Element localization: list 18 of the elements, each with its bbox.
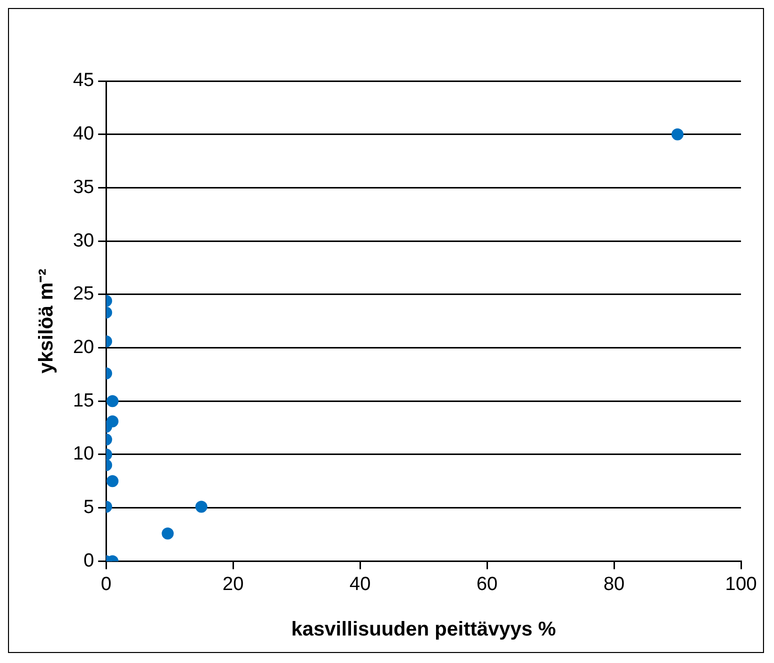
y-tick-label: 45 [72, 70, 94, 92]
x-axis-title: kasvillisuuden peittävyys % [291, 618, 556, 641]
y-tick-label: 20 [72, 337, 94, 358]
y-tick-label: 15 [72, 390, 94, 412]
y-axis-title: yksilöä m⁻² [36, 268, 58, 374]
x-tick-label: 20 [222, 574, 244, 595]
x-tick-label: 80 [603, 574, 625, 595]
y-tick-label: 25 [72, 284, 94, 305]
x-tick-label: 60 [476, 574, 498, 595]
y-tick-label: 5 [84, 497, 94, 518]
y-tick-label: 40 [72, 124, 94, 145]
x-tick-label: 40 [350, 574, 371, 595]
y-tick-label: 10 [72, 444, 94, 465]
x-tick-label: 0 [100, 574, 112, 595]
y-tick-label: 30 [72, 230, 94, 252]
x-tick-label: 100 [725, 574, 757, 595]
y-tick-label: 35 [72, 176, 94, 198]
y-tick-label: 0 [84, 550, 94, 572]
